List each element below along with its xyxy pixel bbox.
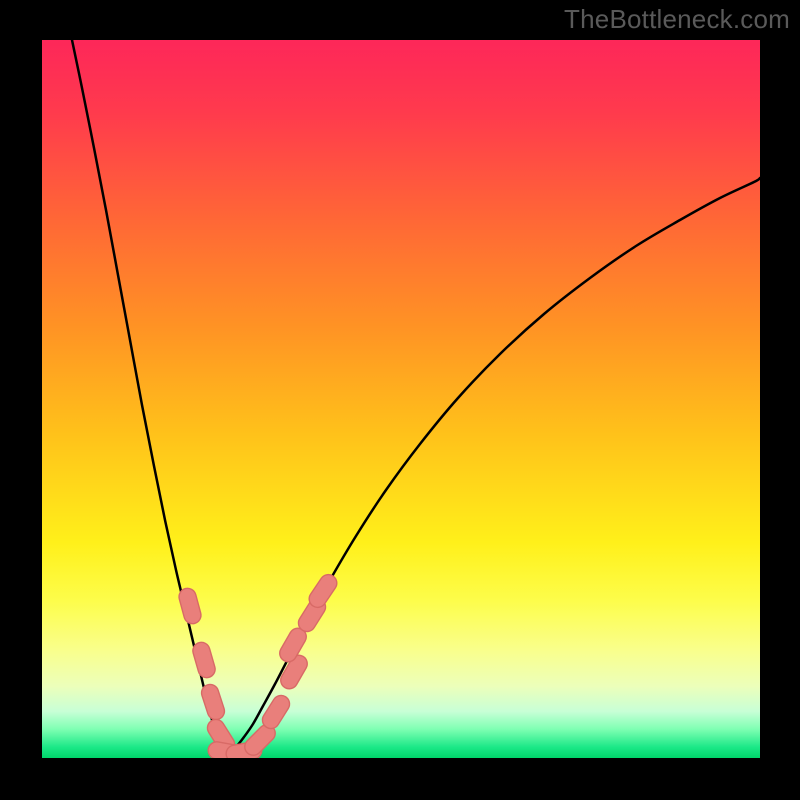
- plot-background-gradient: [42, 40, 760, 758]
- watermark-text: TheBottleneck.com: [564, 4, 790, 35]
- chart-svg: [0, 0, 800, 800]
- stage: TheBottleneck.com: [0, 0, 800, 800]
